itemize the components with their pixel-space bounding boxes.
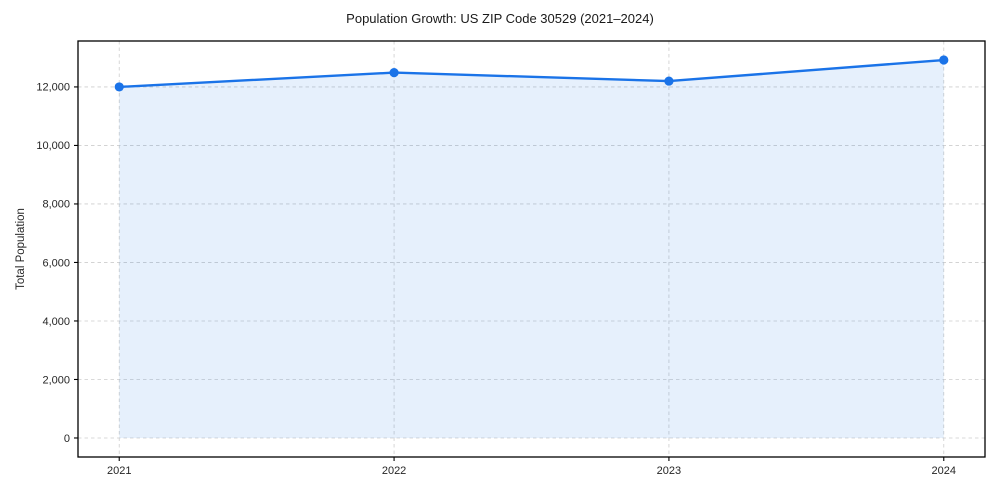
y-tick-label: 4,000	[42, 316, 70, 328]
y-tick-label: 12,000	[36, 82, 70, 94]
chart-title: Population Growth: US ZIP Code 30529 (20…	[346, 11, 654, 26]
data-line	[118, 58, 945, 89]
y-tick-label: 10,000	[36, 140, 70, 152]
x-tick-label: 2024	[932, 465, 956, 477]
data-point	[664, 76, 674, 86]
y-tick-label: 6,000	[42, 257, 70, 269]
data-point	[939, 55, 949, 65]
data-point	[389, 67, 399, 78]
x-tick-label: 2022	[382, 465, 406, 477]
area-fill	[119, 60, 944, 438]
y-tick-label: 0	[64, 433, 70, 445]
x-tick-label: 2021	[107, 465, 131, 477]
data-point	[114, 82, 124, 92]
plot-border	[77, 40, 986, 458]
y-tick-label: 2,000	[42, 374, 70, 386]
y-tick-label: 8,000	[42, 199, 70, 211]
x-tick-label: 2023	[657, 465, 681, 477]
